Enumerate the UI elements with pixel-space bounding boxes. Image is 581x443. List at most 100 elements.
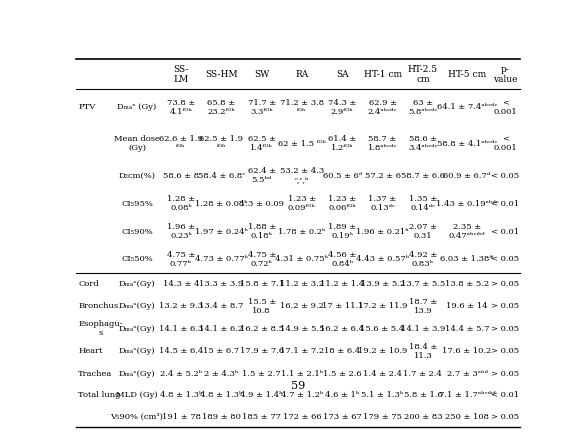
Text: 200 ± 83: 200 ± 83 bbox=[404, 412, 442, 420]
Text: 62.5 ±
1.4ᶠᴳʰ: 62.5 ± 1.4ᶠᴳʰ bbox=[248, 136, 276, 152]
Text: V₅90% (cm³): V₅90% (cm³) bbox=[110, 412, 163, 420]
Text: 57.2 ± 6: 57.2 ± 6 bbox=[365, 172, 401, 180]
Text: 14.1 ± 6.3: 14.1 ± 6.3 bbox=[159, 325, 203, 333]
Text: 60.9 ± 6.7ᵈ: 60.9 ± 6.7ᵈ bbox=[443, 172, 491, 180]
Text: 4.43 ± 0.57ʰ: 4.43 ± 0.57ʰ bbox=[356, 255, 409, 263]
Text: 16.2 ± 8.5: 16.2 ± 8.5 bbox=[240, 325, 284, 333]
Text: 17.6 ± 10.2: 17.6 ± 10.2 bbox=[443, 347, 492, 355]
Text: 13.7 ± 5.5: 13.7 ± 5.5 bbox=[401, 280, 445, 288]
Text: HT-5 cm: HT-5 cm bbox=[448, 70, 486, 79]
Text: > 0.05: > 0.05 bbox=[492, 370, 519, 378]
Text: HT-2.5
cm: HT-2.5 cm bbox=[408, 65, 438, 84]
Text: 1.1 ± 2.1ʰ: 1.1 ± 2.1ʰ bbox=[281, 370, 323, 378]
Text: 1.89 ±
0.19ʰ: 1.89 ± 0.19ʰ bbox=[328, 223, 357, 240]
Text: 1.23 ±
0.06ᶠᴳʰ: 1.23 ± 0.06ᶠᴳʰ bbox=[328, 195, 356, 212]
Text: D₂cm(%): D₂cm(%) bbox=[119, 172, 156, 180]
Text: 16.2 ± 6.4: 16.2 ± 6.4 bbox=[320, 325, 364, 333]
Text: CI₅95%: CI₅95% bbox=[121, 200, 153, 208]
Text: 13.3 ± 3.9: 13.3 ± 3.9 bbox=[199, 280, 243, 288]
Text: 4.73 ± 0.77ʰ: 4.73 ± 0.77ʰ bbox=[195, 255, 248, 263]
Text: <
0.001: < 0.001 bbox=[494, 99, 517, 116]
Text: < 0.01: < 0.01 bbox=[492, 228, 519, 236]
Text: 1.96 ± 0.21ʰ: 1.96 ± 0.21ʰ bbox=[356, 228, 409, 236]
Text: 1.23 ±
0.09ᶠᴳʰ: 1.23 ± 0.09ᶠᴳʰ bbox=[288, 195, 316, 212]
Text: Dₘₐˣ(Gy): Dₘₐˣ(Gy) bbox=[119, 303, 155, 311]
Text: 14.3 ± 4: 14.3 ± 4 bbox=[163, 280, 199, 288]
Text: 2 ± 4.3ʰ: 2 ± 4.3ʰ bbox=[204, 370, 239, 378]
Text: Trachea: Trachea bbox=[78, 370, 112, 378]
Text: > 0.05: > 0.05 bbox=[492, 412, 519, 420]
Text: 173 ± 67: 173 ± 67 bbox=[323, 412, 362, 420]
Text: 4.75 ±
0.72ʰ: 4.75 ± 0.72ʰ bbox=[248, 251, 276, 268]
Text: 6.03 ± 1.38*: 6.03 ± 1.38* bbox=[440, 255, 494, 263]
Text: SA: SA bbox=[336, 70, 349, 79]
Text: 4.8 ± 1.3ʰ: 4.8 ± 1.3ʰ bbox=[160, 391, 202, 399]
Text: MLD (Gy): MLD (Gy) bbox=[116, 391, 158, 399]
Text: 14.5 ± 6.4: 14.5 ± 6.4 bbox=[159, 347, 203, 355]
Text: 64.1 ± 7.4ᵃʰᶜᵈᶜ: 64.1 ± 7.4ᵃʰᶜᵈᶜ bbox=[437, 104, 497, 112]
Text: 61.4 ±
1.2ᶠᴳʰ: 61.4 ± 1.2ᶠᴳʰ bbox=[328, 136, 357, 152]
Text: 58.6 ±
3.4ᵃʰᶜᵈᶜ: 58.6 ± 3.4ᵃʰᶜᵈᶜ bbox=[408, 136, 437, 152]
Text: 15.5 ±
10.8: 15.5 ± 10.8 bbox=[248, 298, 276, 315]
Text: 17.2 ± 11.9: 17.2 ± 11.9 bbox=[358, 303, 407, 311]
Text: p-
value: p- value bbox=[493, 65, 518, 84]
Text: <
0.001: < 0.001 bbox=[494, 136, 517, 152]
Text: 4.92 ±
0.83ʰ: 4.92 ± 0.83ʰ bbox=[409, 251, 437, 268]
Text: 71.7 ±
3.3ᶠᴳʰ: 71.7 ± 3.3ᶠᴳʰ bbox=[248, 99, 276, 116]
Text: Dₘₐˣ (Gy): Dₘₐˣ (Gy) bbox=[117, 104, 156, 112]
Text: 17 ± 11.1: 17 ± 11.1 bbox=[321, 303, 363, 311]
Text: 62 ± 1.5 ᶠᴳʰ: 62 ± 1.5 ᶠᴳʰ bbox=[278, 140, 326, 148]
Text: 58.6 ± 8: 58.6 ± 8 bbox=[163, 172, 199, 180]
Text: 1.4 ± 2.4: 1.4 ± 2.4 bbox=[363, 370, 402, 378]
Text: 18.4 ±
11.3: 18.4 ± 11.3 bbox=[409, 343, 437, 360]
Text: 13.8 ± 5.2: 13.8 ± 5.2 bbox=[445, 280, 489, 288]
Text: 1.5 ± 2.7: 1.5 ± 2.7 bbox=[242, 370, 281, 378]
Text: 16.2 ± 9.2: 16.2 ± 9.2 bbox=[280, 303, 324, 311]
Text: 14.1 ± 3.9: 14.1 ± 3.9 bbox=[401, 325, 445, 333]
Text: Dₘₐˣ(Gy): Dₘₐˣ(Gy) bbox=[119, 370, 155, 378]
Text: 58.7 ±
1.8ᵃʰᶜᵈᶜ: 58.7 ± 1.8ᵃʰᶜᵈᶜ bbox=[368, 136, 397, 152]
Text: 4.9 ± 1.4ʰ: 4.9 ± 1.4ʰ bbox=[241, 391, 283, 399]
Text: 250 ± 108: 250 ± 108 bbox=[445, 412, 489, 420]
Text: 172 ± 66: 172 ± 66 bbox=[283, 412, 321, 420]
Text: 63 ±
5.8ᵃʰᶜᵈᶜ: 63 ± 5.8ᵃʰᶜᵈᶜ bbox=[408, 99, 437, 116]
Text: 14.9 ± 5.5: 14.9 ± 5.5 bbox=[280, 325, 324, 333]
Text: 14.1 ± 6.2: 14.1 ± 6.2 bbox=[199, 325, 243, 333]
Text: 1.35 ±
0.14ᵈᶜ: 1.35 ± 0.14ᵈᶜ bbox=[409, 195, 437, 212]
Text: 13.9 ± 5.2: 13.9 ± 5.2 bbox=[361, 280, 405, 288]
Text: CI₅50%: CI₅50% bbox=[121, 255, 153, 263]
Text: 4.75 ±
0.77ʰ: 4.75 ± 0.77ʰ bbox=[167, 251, 195, 268]
Text: 5.1 ± 1.3ʰ: 5.1 ± 1.3ʰ bbox=[361, 391, 404, 399]
Text: SS-HM: SS-HM bbox=[205, 70, 238, 79]
Text: 2.7 ± 3ᵃʰᵈ: 2.7 ± 3ᵃʰᵈ bbox=[447, 370, 487, 378]
Text: 185 ± 77: 185 ± 77 bbox=[242, 412, 281, 420]
Text: Dₘₐˣ(Gy): Dₘₐˣ(Gy) bbox=[119, 347, 155, 355]
Text: 59: 59 bbox=[290, 381, 305, 391]
Text: SS-
LM: SS- LM bbox=[173, 65, 189, 84]
Text: CI₅90%: CI₅90% bbox=[121, 228, 153, 236]
Text: < 0.01: < 0.01 bbox=[492, 200, 519, 208]
Text: 1.28 ± 0.08ʰ: 1.28 ± 0.08ʰ bbox=[195, 200, 248, 208]
Text: 74.3 ±
2.9ᶠᴳʰ: 74.3 ± 2.9ᶠᴳʰ bbox=[328, 99, 357, 116]
Text: 1.97 ± 0.24ʰ: 1.97 ± 0.24ʰ bbox=[195, 228, 248, 236]
Text: 15.8 ± 7.1: 15.8 ± 7.1 bbox=[239, 280, 284, 288]
Text: Cord: Cord bbox=[78, 280, 99, 288]
Text: 191 ± 78: 191 ± 78 bbox=[162, 412, 200, 420]
Text: 1.3 ± 0.09: 1.3 ± 0.09 bbox=[240, 200, 284, 208]
Text: 73.8 ±
4.1ᶠᴳʰ: 73.8 ± 4.1ᶠᴳʰ bbox=[167, 99, 195, 116]
Text: 1.28 ±
0.08ʰ: 1.28 ± 0.08ʰ bbox=[167, 195, 195, 212]
Text: 4.31 ± 0.75ʰ: 4.31 ± 0.75ʰ bbox=[275, 255, 329, 263]
Text: 65.8 ±
23.2ᶠᴳʰ: 65.8 ± 23.2ᶠᴳʰ bbox=[207, 99, 235, 116]
Text: Heart: Heart bbox=[78, 347, 103, 355]
Text: HT-1 cm: HT-1 cm bbox=[364, 70, 401, 79]
Text: 5.8 ± 1.6: 5.8 ± 1.6 bbox=[404, 391, 442, 399]
Text: 71.2 ± 3.8
ᶠᴳʰ: 71.2 ± 3.8 ᶠᴳʰ bbox=[280, 99, 324, 116]
Text: 18.7 ±
13.9: 18.7 ± 13.9 bbox=[409, 298, 437, 315]
Text: 18 ± 6.4: 18 ± 6.4 bbox=[324, 347, 360, 355]
Text: Bronchus: Bronchus bbox=[78, 303, 118, 311]
Text: 19.2 ± 10.9: 19.2 ± 10.9 bbox=[358, 347, 407, 355]
Text: 4.8 ± 1.3ʰ: 4.8 ± 1.3ʰ bbox=[200, 391, 243, 399]
Text: 62.4 ±
5.5ᵇᵈ: 62.4 ± 5.5ᵇᵈ bbox=[248, 167, 276, 184]
Text: 1.96 ±
0.23ʰ: 1.96 ± 0.23ʰ bbox=[167, 223, 195, 240]
Text: 4.6 ± 1ʰ: 4.6 ± 1ʰ bbox=[325, 391, 360, 399]
